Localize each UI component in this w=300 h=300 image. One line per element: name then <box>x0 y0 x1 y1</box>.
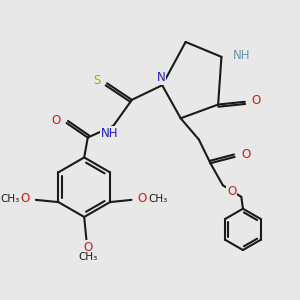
Text: S: S <box>94 74 101 87</box>
Text: O: O <box>252 94 261 107</box>
Text: O: O <box>83 241 92 254</box>
Text: NH: NH <box>233 49 250 62</box>
Text: O: O <box>137 192 147 205</box>
Text: NH: NH <box>100 127 118 140</box>
Text: O: O <box>51 114 61 127</box>
Text: CH₃: CH₃ <box>78 252 98 262</box>
Text: CH₃: CH₃ <box>148 194 167 203</box>
Text: O: O <box>242 148 251 161</box>
Text: CH₃: CH₃ <box>0 194 19 203</box>
Text: O: O <box>20 192 30 205</box>
Text: O: O <box>227 185 236 198</box>
Text: N: N <box>156 71 165 84</box>
